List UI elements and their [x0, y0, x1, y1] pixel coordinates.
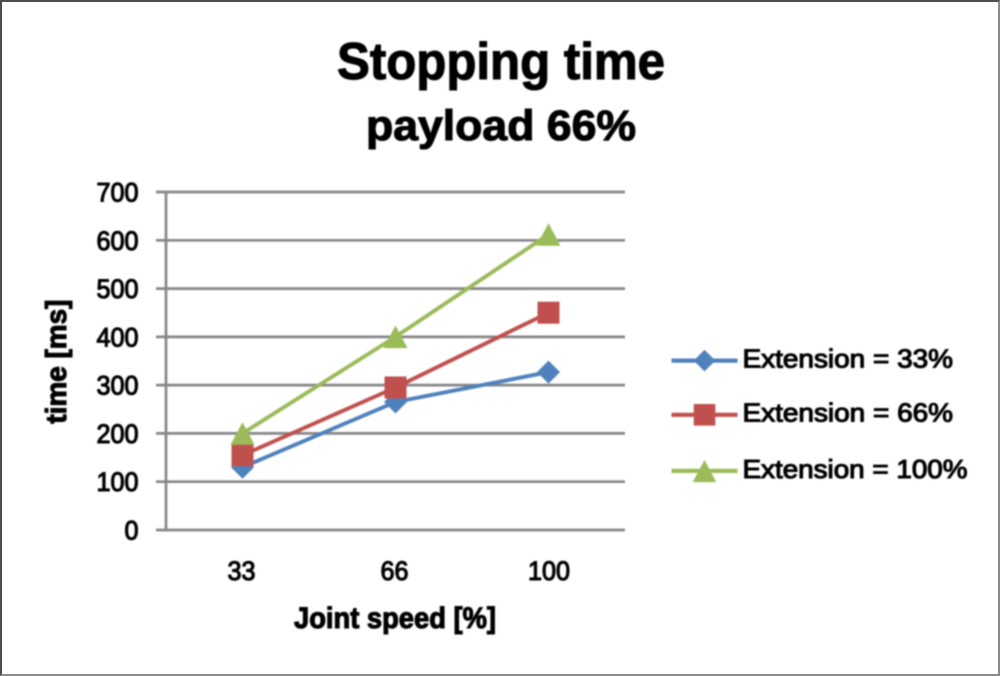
- svg-text:33: 33: [228, 556, 256, 586]
- svg-text:Joint speed [%]: Joint speed [%]: [294, 602, 496, 635]
- svg-text:Stopping time: Stopping time: [337, 33, 665, 91]
- svg-text:Extension = 100%: Extension = 100%: [743, 454, 968, 484]
- svg-text:100: 100: [97, 467, 139, 497]
- svg-text:66: 66: [381, 556, 409, 586]
- svg-text:200: 200: [97, 419, 139, 449]
- svg-text:Extension = 33%: Extension = 33%: [743, 344, 954, 374]
- svg-text:600: 600: [97, 226, 139, 256]
- svg-text:400: 400: [97, 322, 139, 352]
- svg-text:Extension = 66%: Extension = 66%: [743, 398, 954, 428]
- svg-text:700: 700: [97, 178, 139, 208]
- svg-text:300: 300: [97, 371, 139, 401]
- svg-text:0: 0: [125, 516, 139, 546]
- svg-text:500: 500: [97, 274, 139, 304]
- svg-text:payload 66%: payload 66%: [366, 102, 636, 150]
- svg-text:100: 100: [528, 556, 570, 586]
- svg-text:time [ms]: time [ms]: [41, 300, 73, 424]
